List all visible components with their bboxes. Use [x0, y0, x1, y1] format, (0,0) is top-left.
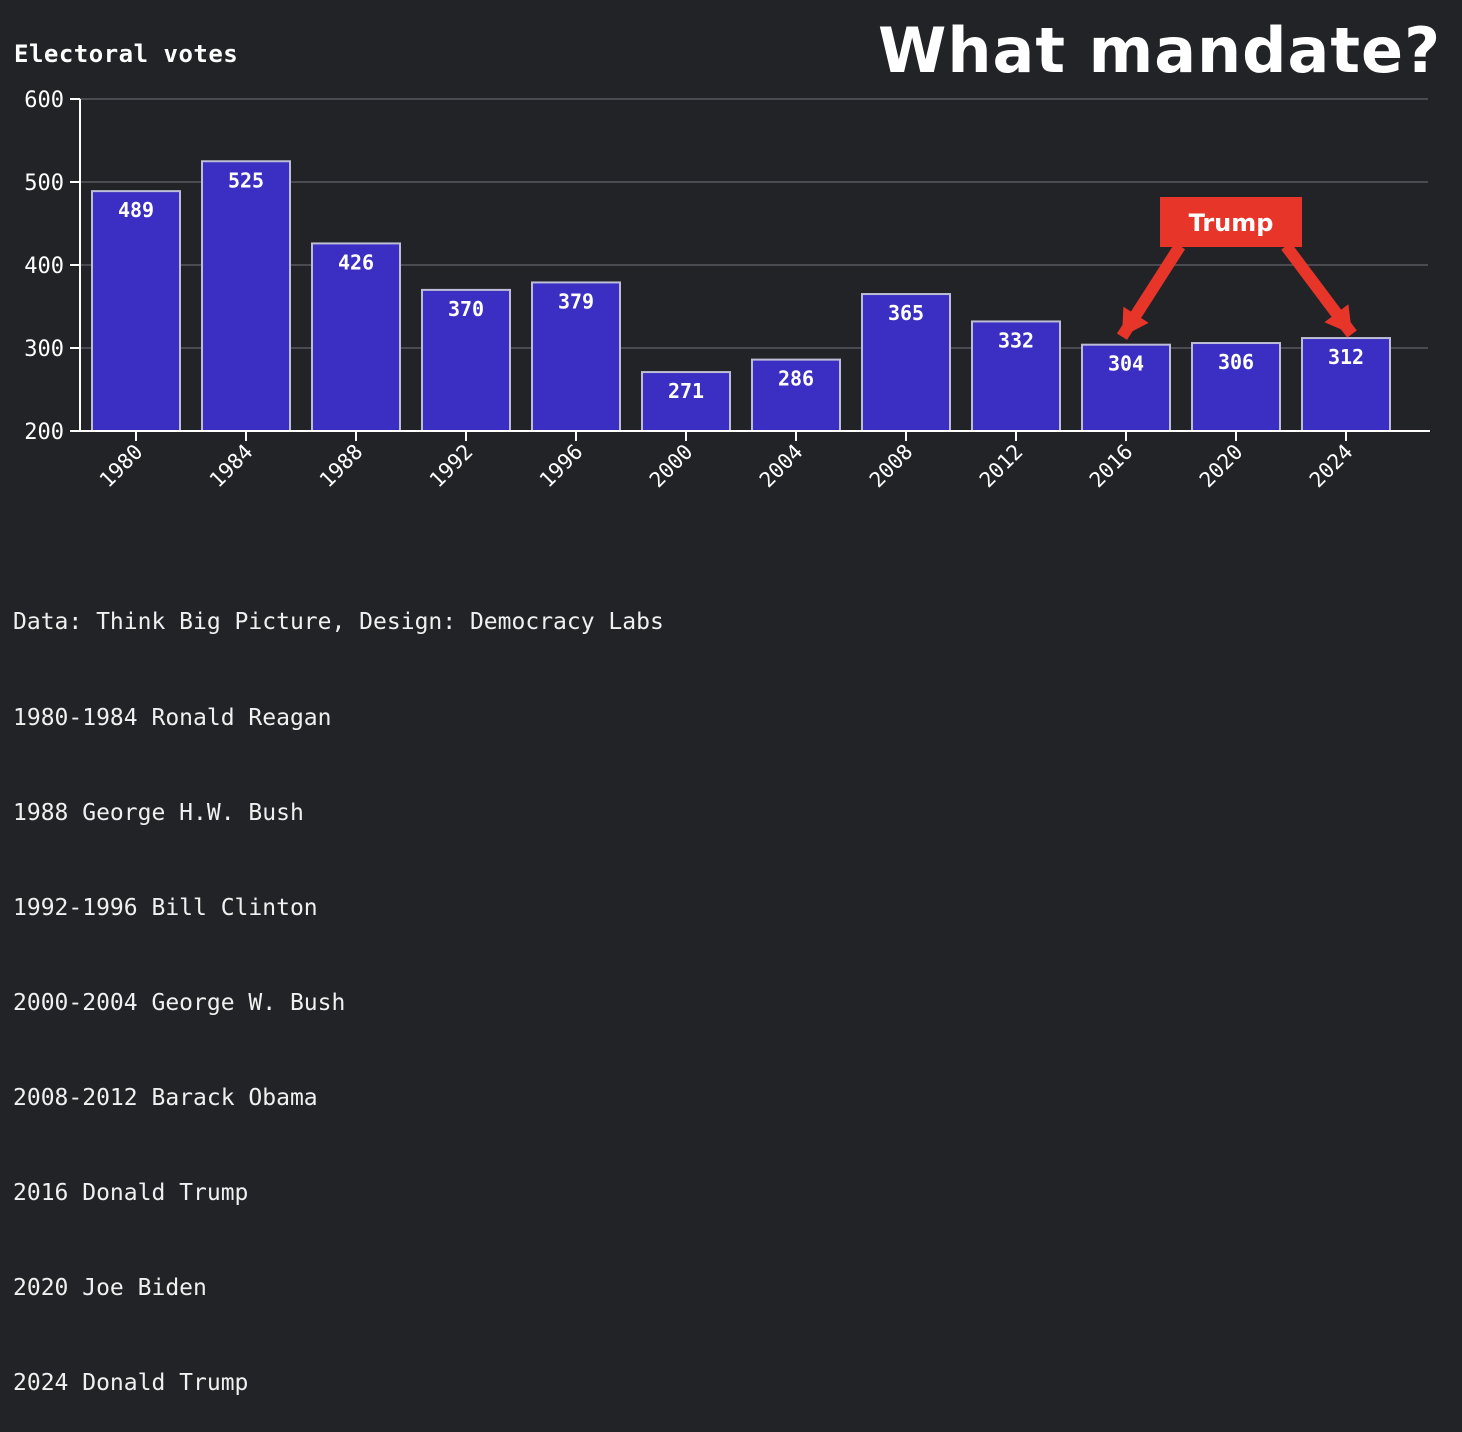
x-tick-label: 2012	[975, 440, 1028, 493]
footer-line: 1980-1984 Ronald Reagan	[13, 704, 332, 731]
bar-value-label: 365	[888, 301, 924, 325]
bar-value-label: 306	[1218, 350, 1254, 374]
bar-value-label: 271	[668, 379, 704, 403]
bar-value-label: 426	[338, 250, 374, 274]
arrow-to-2024-head	[1324, 304, 1352, 335]
headline-title: What mandate?	[878, 14, 1442, 87]
bar	[421, 288, 511, 432]
arrow-to-2016-head	[1122, 306, 1149, 337]
bar	[641, 371, 731, 433]
bar-value-label: 525	[228, 168, 264, 192]
bar-value-label: 286	[778, 367, 814, 391]
y-tick-label: 200	[24, 420, 64, 445]
trump-annotation: Trump	[1116, 197, 1357, 340]
footer-line: 1988 George H.W. Bush	[13, 799, 304, 826]
bar-value-label: 489	[118, 198, 154, 222]
bars: 489 525 426 370 379 271 286 365 332 304 306 312	[91, 160, 1391, 433]
x-tick-label: 1980	[95, 440, 148, 493]
y-tick-label: 600	[24, 88, 64, 113]
footer-line: 2016 Donald Trump	[13, 1179, 249, 1206]
x-tick-label: 2008	[865, 440, 918, 493]
bar	[531, 281, 621, 432]
x-tick-label: 1984	[205, 440, 258, 493]
x-tick-label: 1988	[315, 440, 368, 493]
bar	[861, 293, 951, 432]
electoral-votes-bar-chart: 489 525 426 370 379 271 286 365 332 304 306 312 200…	[24, 88, 1430, 493]
y-tick-label: 300	[24, 337, 64, 362]
bar-value-label: 304	[1108, 352, 1144, 376]
source-credit: Data: Think Big Picture, Design: Democra…	[13, 609, 664, 636]
footer-line: 2000-2004 George W. Bush	[13, 989, 346, 1016]
y-axis-label: Electoral votes	[14, 40, 239, 68]
bar-value-label: 332	[998, 328, 1034, 352]
footer-line: 2008-2012 Barack Obama	[13, 1084, 318, 1111]
footer-line: 2020 Joe Biden	[13, 1275, 207, 1302]
bar-value-label: 379	[558, 289, 594, 313]
x-tick-label: 2004	[755, 440, 808, 493]
x-tick-label: 1996	[535, 440, 588, 493]
bar	[91, 190, 181, 432]
y-tick-label: 400	[24, 254, 64, 279]
x-tick-label: 2000	[645, 440, 698, 493]
bar	[1081, 343, 1171, 432]
x-tick-label: 2020	[1195, 440, 1248, 493]
bar-value-label: 312	[1328, 345, 1364, 369]
footer-notes: Data: Think Big Picture, Design: Democra…	[13, 544, 664, 1432]
footer-line: 1992-1996 Bill Clinton	[13, 894, 318, 921]
x-tick-label: 1992	[425, 440, 478, 493]
bar	[201, 160, 291, 432]
bar-value-label: 370	[448, 297, 484, 321]
x-tick-label: 2024	[1305, 440, 1358, 493]
bar	[971, 320, 1061, 432]
x-tick-label: 2016	[1085, 440, 1138, 493]
annotation-label-text: Trump	[1189, 209, 1274, 237]
footer-line: 2024 Donald Trump	[13, 1370, 249, 1397]
bar	[751, 358, 841, 432]
y-tick-label: 500	[24, 171, 64, 196]
annotation-label-box	[1160, 197, 1302, 247]
